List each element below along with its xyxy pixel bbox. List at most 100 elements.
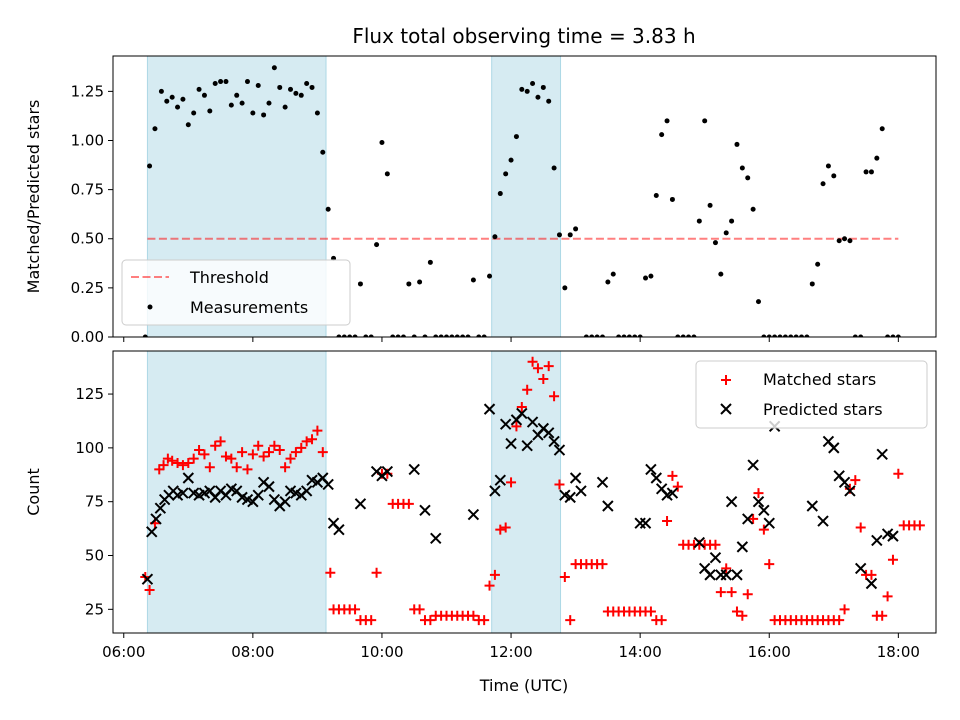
measurement-point [298,92,304,98]
predicted-star-point [704,569,716,581]
measurement-point [653,193,659,199]
predicted-star-point [333,523,345,536]
y-tick-label: 0.25 [71,279,104,297]
matched-star-point [882,591,893,602]
y-tick-label: 125 [75,385,104,403]
matched-star-point [559,572,570,583]
measurement-point [379,139,385,145]
matched-star-point [656,615,667,626]
predicted-star-point [854,562,867,575]
measurement-point [336,334,342,337]
predicted-star-point [141,573,154,585]
measurement-point [390,334,396,337]
measurement-point [777,334,783,337]
predicted-star-point [182,472,195,484]
legend-box [695,360,928,429]
plot-area [140,351,925,633]
measurement-point [185,122,191,128]
measurement-point [664,118,670,124]
matched-star-point [742,589,753,600]
measurement-point [304,81,310,87]
measurement-point [632,334,638,337]
measurement-point [788,334,794,337]
x-tick-label: 18:00 [877,643,920,661]
predicted-star-point [483,403,496,415]
matched-star-point [710,539,721,550]
predicted-star-point [725,495,738,508]
measurement-point [643,275,649,281]
measurement-point [804,334,810,337]
measurement-point [863,169,869,175]
measurement-point [212,81,218,87]
measurement-point [583,334,589,337]
matched-star-point [500,522,511,533]
measurement-point [551,165,557,171]
measurement-point [341,334,347,337]
measurement-point [352,334,358,337]
measurement-point [836,238,842,244]
matched-star-point [753,488,764,499]
matched-star-point [167,455,178,466]
predicted-star-point [548,435,560,448]
matched-star-point [839,604,850,615]
predicted-star-point [553,444,566,456]
measurement-point [288,86,294,92]
measurement-point [874,155,880,161]
matched-star-point [263,447,274,458]
measurement-point [239,100,245,106]
matched-star-point [662,516,673,527]
predicted-star-point [596,476,609,489]
matched-star-point [317,447,328,458]
predicted-star-point [516,407,528,420]
y-tick-label: 25 [85,600,104,618]
measurement-point [755,299,761,305]
predicted-star-point [419,504,431,517]
measurement-point [271,65,277,71]
matched-star-point [527,356,538,367]
predicted-star-point [806,500,818,512]
measurement-point [524,88,530,94]
predicted-star-point [505,437,517,450]
measurement-point [411,334,417,337]
predicted-star-point [645,463,657,476]
measurement-point [347,334,353,337]
measurement-point [234,92,240,98]
matched-star-point [850,475,861,486]
measurement-point [497,191,503,197]
measurement-point [164,98,170,104]
matched-star-point [516,401,527,412]
matched-star-point [737,610,748,621]
measurement-point [476,334,482,337]
measurement-point [852,334,858,337]
predicted-star-point [639,517,652,529]
predicted-star-point [381,465,394,478]
measurement-point [702,118,708,124]
measurement-point [691,334,697,337]
measurement-point [745,175,751,181]
x-tick-label: 06:00 [102,643,145,661]
measurement-point [368,334,374,337]
measurement-point [637,334,643,337]
measurement-point [799,334,805,337]
matched-star-point [425,615,436,626]
measurement-point [492,234,498,240]
legend-matched-label: Matched stars [763,370,876,389]
y-tick-label: 1.00 [71,131,104,149]
matched-star-point [715,587,726,598]
matched-star-point [731,606,742,617]
measurement-point [556,232,562,238]
matched-star-point [172,457,183,468]
measurement-point [244,79,250,85]
measurement-point [255,82,261,88]
predicted-star-point [279,495,291,508]
y-axis-label: Matched/Predicted stars [24,100,43,294]
measurement-point [858,334,864,337]
matched-star-point [748,513,759,524]
measurement-point [879,126,885,132]
measurement-point [772,334,778,337]
measurement-point [417,279,423,285]
matched-star-point [204,462,215,473]
predicted-star-point [467,508,480,521]
measurement-point [422,334,428,337]
matched-star-point [495,524,506,535]
